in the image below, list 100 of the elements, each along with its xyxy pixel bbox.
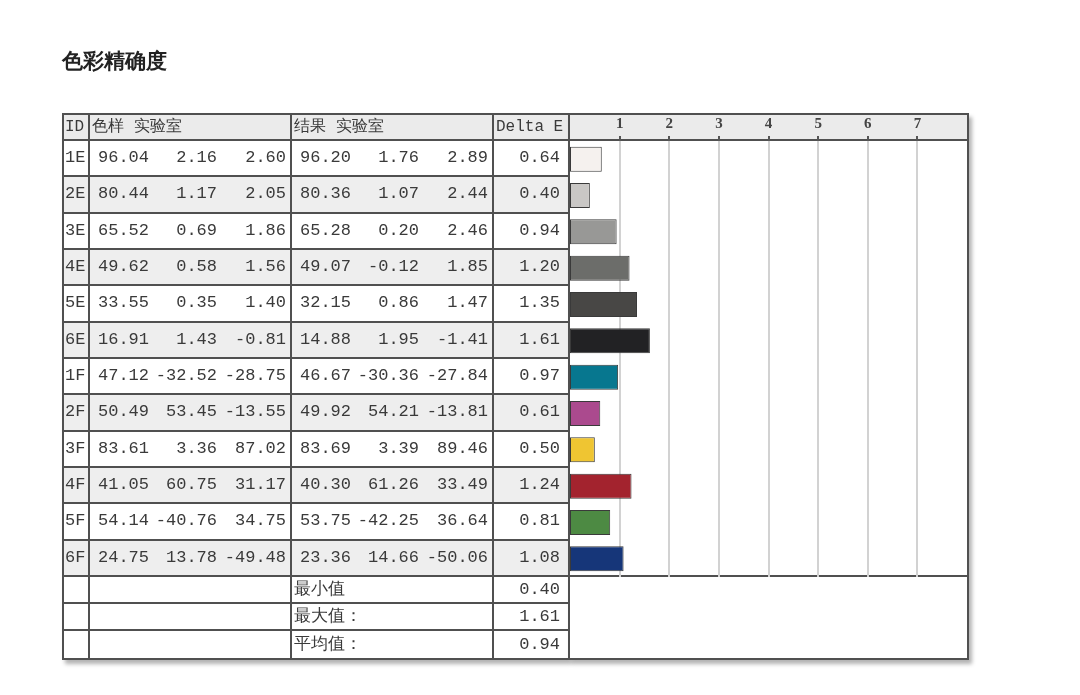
data-label: 89.46	[436, 438, 488, 459]
data-label: -0.81	[234, 329, 286, 350]
data-label: 87.02	[234, 438, 286, 459]
data-label: 14.88	[299, 329, 351, 350]
data-label: 80.36	[299, 184, 351, 205]
data-label: 31.17	[234, 475, 286, 496]
data-label: -1.41	[436, 329, 488, 350]
data-label: -40.76	[155, 511, 217, 532]
x-tick-label: 2	[665, 114, 673, 131]
data-label: -49.48	[224, 547, 286, 568]
y-tick-label: 1E	[65, 148, 86, 169]
data-label: 3.39	[378, 438, 419, 459]
y-tick-label: 3F	[65, 438, 86, 459]
data-label: 49.92	[299, 402, 351, 423]
data-label: 1.56	[245, 257, 286, 278]
data-label: 0.86	[378, 293, 419, 314]
x-tick-label: 3	[715, 114, 723, 131]
data-label: 65.28	[299, 220, 351, 241]
data-label: 1.85	[447, 257, 488, 278]
data-label: 0.61	[519, 402, 560, 423]
data-label: 96.20	[299, 148, 351, 169]
data-label: 0.97	[519, 366, 560, 387]
data-label: 1.24	[519, 475, 560, 496]
data-label: 0.94	[519, 220, 560, 241]
data-label: 2.16	[176, 148, 217, 169]
y-tick-label: 6E	[65, 329, 86, 350]
y-tick-label: 3E	[65, 220, 86, 241]
data-label: 33.55	[97, 293, 149, 314]
x-tick-label: 4	[764, 114, 773, 131]
y-tick-label: 4F	[65, 475, 86, 496]
text: 最小值	[294, 579, 345, 600]
data-label: -13.81	[426, 402, 488, 423]
data-label: 49.62	[97, 257, 149, 278]
x-tick-label: 色样 实验室	[92, 117, 182, 137]
y-tick-label: 2E	[65, 184, 86, 205]
data-label: 0.58	[176, 257, 217, 278]
data-label: 0.81	[519, 511, 560, 532]
data-label: 2.60	[245, 148, 286, 169]
data-label: 53.45	[165, 402, 217, 423]
data-label: -13.55	[224, 402, 286, 423]
x-tick-label: 1	[615, 114, 624, 131]
data-label: 50.49	[97, 402, 149, 423]
data-label: -30.36	[357, 366, 419, 387]
data-label: 0.35	[176, 293, 217, 314]
data-label: 61.26	[367, 475, 419, 496]
data-label: 1.47	[447, 293, 488, 314]
data-label: 1.86	[245, 220, 286, 241]
text: 0.94	[519, 634, 560, 655]
data-label: 1.17	[176, 184, 217, 205]
data-label: 83.61	[97, 438, 149, 459]
data-label: 33.49	[436, 475, 488, 496]
data-label: 34.75	[234, 511, 286, 532]
data-label: 1.07	[378, 184, 419, 205]
data-label: 2.05	[245, 184, 286, 205]
data-label: 54.14	[97, 511, 149, 532]
data-label: 60.75	[165, 475, 217, 496]
data-label: 96.04	[97, 148, 149, 169]
data-label: 54.21	[367, 402, 419, 423]
data-label: 1.61	[519, 329, 560, 350]
data-label: 2.89	[447, 148, 488, 169]
data-label: 1.20	[519, 257, 560, 278]
data-label: -50.06	[426, 547, 488, 568]
data-label: 46.67	[299, 366, 351, 387]
x-tick-label: 7	[913, 114, 922, 131]
y-tick-label: 2F	[65, 402, 86, 423]
y-tick-label: 1F	[65, 366, 86, 387]
data-label: 65.52	[97, 220, 149, 241]
data-label: 80.44	[97, 184, 149, 205]
data-label: 40.30	[299, 475, 351, 496]
data-label: 41.05	[97, 475, 149, 496]
data-label: 1.95	[378, 329, 419, 350]
data-label: 23.36	[299, 547, 351, 568]
data-label: 13.78	[165, 547, 217, 568]
data-label: 0.50	[519, 438, 560, 459]
data-label: -42.25	[357, 511, 419, 532]
data-label: 1.76	[378, 148, 419, 169]
x-tick-label: 结果 实验室	[294, 117, 384, 137]
text: 0.40	[519, 579, 560, 600]
data-label: 53.75	[299, 511, 351, 532]
data-label: 0.40	[519, 184, 560, 205]
x-tick-label: Delta E	[496, 117, 564, 137]
data-label: 1.35	[519, 293, 560, 314]
data-label: 49.07	[299, 257, 351, 278]
data-label: 0.69	[176, 220, 217, 241]
data-label: 0.64	[519, 148, 560, 169]
x-tick-label: 6	[864, 114, 872, 131]
chart-title: 色彩精确度	[62, 48, 167, 74]
text: 1.61	[519, 606, 560, 627]
data-label: 32.15	[299, 293, 351, 314]
data-label: 0.20	[378, 220, 419, 241]
y-tick-label: 4E	[65, 257, 86, 278]
data-label: -27.84	[426, 366, 488, 387]
data-label: 14.66	[367, 547, 419, 568]
data-label: 3.36	[176, 438, 217, 459]
data-label: -28.75	[224, 366, 286, 387]
text: 平均值：	[294, 634, 362, 655]
y-tick-label: 5F	[65, 511, 86, 532]
data-label: 16.91	[97, 329, 149, 350]
data-label: 1.08	[519, 547, 560, 568]
data-label: 2.46	[447, 220, 488, 241]
